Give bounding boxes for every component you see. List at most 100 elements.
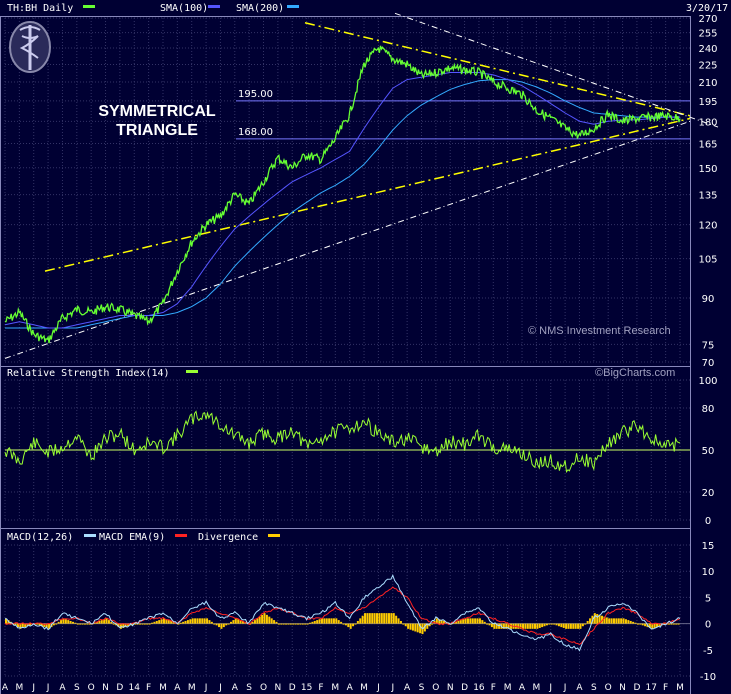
- divergence-bar: [124, 623, 127, 628]
- x-tick-label: J: [376, 683, 380, 693]
- divergence-bar: [208, 620, 211, 624]
- divergence-bar: [440, 620, 443, 624]
- x-tick-label: M: [159, 683, 167, 693]
- x-tick-label: S: [74, 683, 80, 693]
- x-tick-label: A: [576, 683, 583, 693]
- divergence-bar: [524, 623, 527, 629]
- x-tick-label: N: [619, 683, 626, 693]
- divergence-bar: [67, 620, 70, 624]
- divergence-bar: [390, 613, 393, 624]
- divergence-bar: [282, 623, 285, 625]
- macd-legend-swatch: [84, 534, 96, 537]
- divergence-bar: [93, 622, 96, 624]
- divergence-bar: [368, 613, 371, 624]
- divergence-bar: [232, 620, 235, 624]
- price-y-tick: 210: [698, 78, 717, 89]
- divergence-bar: [330, 618, 333, 624]
- rsi-label: Relative Strength Index(14): [7, 368, 170, 379]
- divergence-bar: [234, 618, 237, 624]
- divergence-bar: [541, 623, 544, 628]
- divergence-bar: [553, 623, 556, 625]
- divergence-bar: [376, 613, 379, 624]
- divergence-bar: [457, 620, 460, 624]
- divergence-bar: [237, 619, 240, 624]
- divergence-bar: [79, 623, 82, 625]
- divergence-bar: [505, 623, 508, 629]
- divergence-bar: [86, 623, 89, 625]
- divergence-bar: [567, 623, 570, 629]
- divergence-bar: [26, 623, 29, 627]
- divergence-bar: [610, 618, 613, 624]
- x-tick-label: N: [102, 683, 109, 693]
- divergence-bar: [356, 620, 359, 624]
- divergence-bar: [493, 623, 496, 629]
- price-y-tick: 255: [698, 29, 717, 40]
- level-label-195: 195.00: [238, 89, 273, 100]
- divergence-bar: [471, 618, 474, 624]
- divergence-bar: [562, 623, 565, 628]
- divergence-bar: [639, 623, 642, 625]
- divergence-bar: [589, 618, 592, 624]
- divergence-bar: [206, 618, 209, 624]
- divergence-bar: [275, 621, 278, 624]
- macd-y-tick: -5: [703, 646, 713, 657]
- price-y-tick: 240: [698, 44, 717, 55]
- divergence-bar: [522, 623, 525, 629]
- divergence-bar: [28, 623, 31, 626]
- divergence-bar: [119, 623, 122, 629]
- price-line: [5, 45, 681, 344]
- divergence-bar: [170, 620, 173, 624]
- x-tick-label: A: [232, 683, 239, 693]
- divergence-bar: [184, 620, 187, 624]
- divergence-bar: [88, 623, 91, 625]
- divergence-bar: [203, 618, 206, 624]
- divergence-bar: [651, 623, 654, 629]
- divergence-bar: [385, 613, 388, 624]
- divergence-bar: [423, 623, 426, 632]
- divergence-bar: [52, 623, 55, 626]
- divergence-bar: [179, 622, 182, 624]
- divergence-bar: [72, 621, 75, 624]
- divergence-bar: [268, 616, 271, 624]
- divergence-bar: [110, 621, 113, 624]
- divergence-bar: [395, 615, 398, 624]
- divergence-bar: [644, 623, 647, 627]
- x-tick-label: J: [31, 683, 35, 693]
- price-y-tick: 90: [702, 294, 715, 305]
- divergence-bar: [617, 618, 620, 624]
- rsi-y-tick: 100: [698, 376, 717, 387]
- macd-ema-line: [4, 586, 681, 645]
- divergence-bar: [258, 616, 261, 624]
- divergence-bar: [414, 623, 417, 632]
- divergence-bar: [435, 618, 438, 624]
- divergence-bar: [249, 623, 252, 625]
- divergence-bar: [172, 621, 175, 624]
- divergence-bar: [677, 623, 680, 625]
- divergence-bar: [598, 614, 601, 624]
- divergence-bar: [622, 618, 625, 624]
- x-tick-label: M: [360, 683, 368, 693]
- divergence-bar: [265, 614, 268, 624]
- divergence-bar: [299, 623, 302, 625]
- divergence-bar: [371, 613, 374, 624]
- divergence-bar: [81, 623, 84, 625]
- rsi-line: [4, 410, 681, 473]
- divergence-bar: [483, 621, 486, 624]
- divergence-bar: [74, 622, 77, 624]
- divergence-bar: [605, 617, 608, 624]
- divergence-bar: [337, 620, 340, 624]
- divergence-bar: [285, 623, 288, 625]
- divergence-bar: [273, 620, 276, 624]
- divergence-bar: [194, 618, 197, 624]
- divergence-bar: [670, 623, 673, 625]
- divergence-bar: [158, 620, 161, 624]
- divergence-bar: [620, 618, 623, 624]
- divergence-bar: [411, 623, 414, 631]
- divergence-bar: [241, 620, 244, 624]
- macd-ema-label: MACD EMA(9): [99, 532, 165, 543]
- divergence-bar: [105, 618, 108, 624]
- divergence-bar: [373, 613, 376, 624]
- divergence-bar: [131, 623, 134, 625]
- divergence-bar: [574, 623, 577, 629]
- divergence-bar: [76, 623, 79, 625]
